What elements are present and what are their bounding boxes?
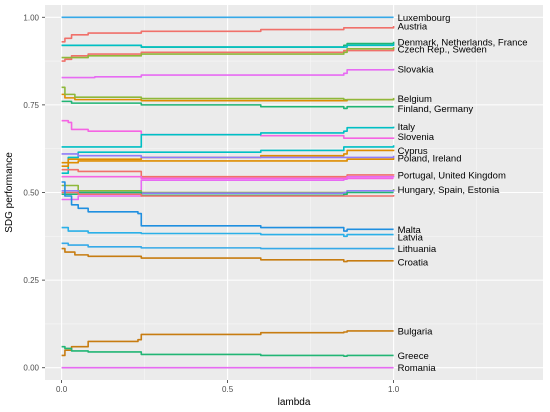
y-axis-ticks: 0.00 0.25 0.50 0.75 1.00	[23, 13, 45, 373]
series-lines	[61, 16, 395, 369]
series-label-4: Slovakia	[398, 64, 435, 75]
y-tick-label: 0.25	[23, 276, 39, 285]
series-line-23	[61, 181, 394, 232]
series-label-17: Bulgaria	[398, 326, 434, 337]
series-line-6	[61, 68, 395, 79]
series-line-13	[61, 149, 395, 168]
series-line-25	[61, 242, 395, 250]
series-label-19: Romania	[398, 363, 437, 374]
series-line-22	[61, 191, 395, 197]
series-label-2: Denmark, Netherlands, France	[398, 37, 528, 48]
y-tick-label: 1.00	[23, 13, 39, 22]
x-axis-ticks: 0.0 0.5 1.0	[56, 380, 400, 394]
series-line-16	[61, 168, 395, 178]
series-label-10: Poland, Ireland	[398, 154, 462, 165]
series-line-14	[61, 153, 395, 159]
series-line-17	[61, 175, 395, 201]
series-line-15	[61, 158, 395, 164]
series-line-10	[61, 119, 395, 139]
series-label-3: Czech Rep., Sweden	[398, 44, 487, 55]
x-tick-label: 1.0	[388, 385, 400, 394]
y-tick-label: 0.00	[23, 364, 39, 373]
series-line-28	[61, 345, 394, 357]
series-label-12: Hungary, Spain, Estonia	[398, 185, 500, 196]
x-tick-label: 0.0	[56, 385, 68, 394]
series-label-14: Latvia	[398, 233, 424, 244]
series-line-8	[61, 86, 395, 101]
series-label-8: Slovenia	[398, 132, 435, 143]
x-tick-label: 0.5	[222, 385, 234, 394]
series-line-5	[61, 47, 395, 59]
series-label-1: Austria	[398, 22, 428, 33]
series-line-24	[61, 226, 394, 238]
x-axis-title: lambda	[278, 397, 311, 408]
series-line-2	[61, 48, 395, 62]
series-label-13: Malta	[398, 225, 422, 236]
series-line-27	[61, 330, 394, 357]
series-label-6: Finland, Germany	[398, 104, 474, 115]
y-axis-title: SDG performance	[4, 152, 15, 233]
series-line-18	[61, 175, 394, 180]
series-label-15: Lithuania	[398, 244, 437, 255]
series-label-11: Portugal, United Kingdom	[398, 170, 506, 181]
series-label-9: Cyprus	[398, 146, 428, 157]
series-line-11	[61, 126, 395, 148]
series-label-0: Luxembourg	[398, 13, 451, 24]
series-line-9	[61, 100, 394, 110]
series-label-7: Italy	[398, 122, 416, 133]
series-line-4	[61, 43, 395, 48]
y-tick-label: 0.50	[23, 189, 39, 198]
y-tick-label: 0.75	[23, 101, 39, 110]
series-line-1	[61, 26, 395, 43]
series-label-16: Croatia	[398, 257, 429, 268]
series-label-5: Belgium	[398, 94, 432, 105]
series-label-18: Greece	[398, 351, 429, 362]
series-line-26	[61, 247, 394, 263]
